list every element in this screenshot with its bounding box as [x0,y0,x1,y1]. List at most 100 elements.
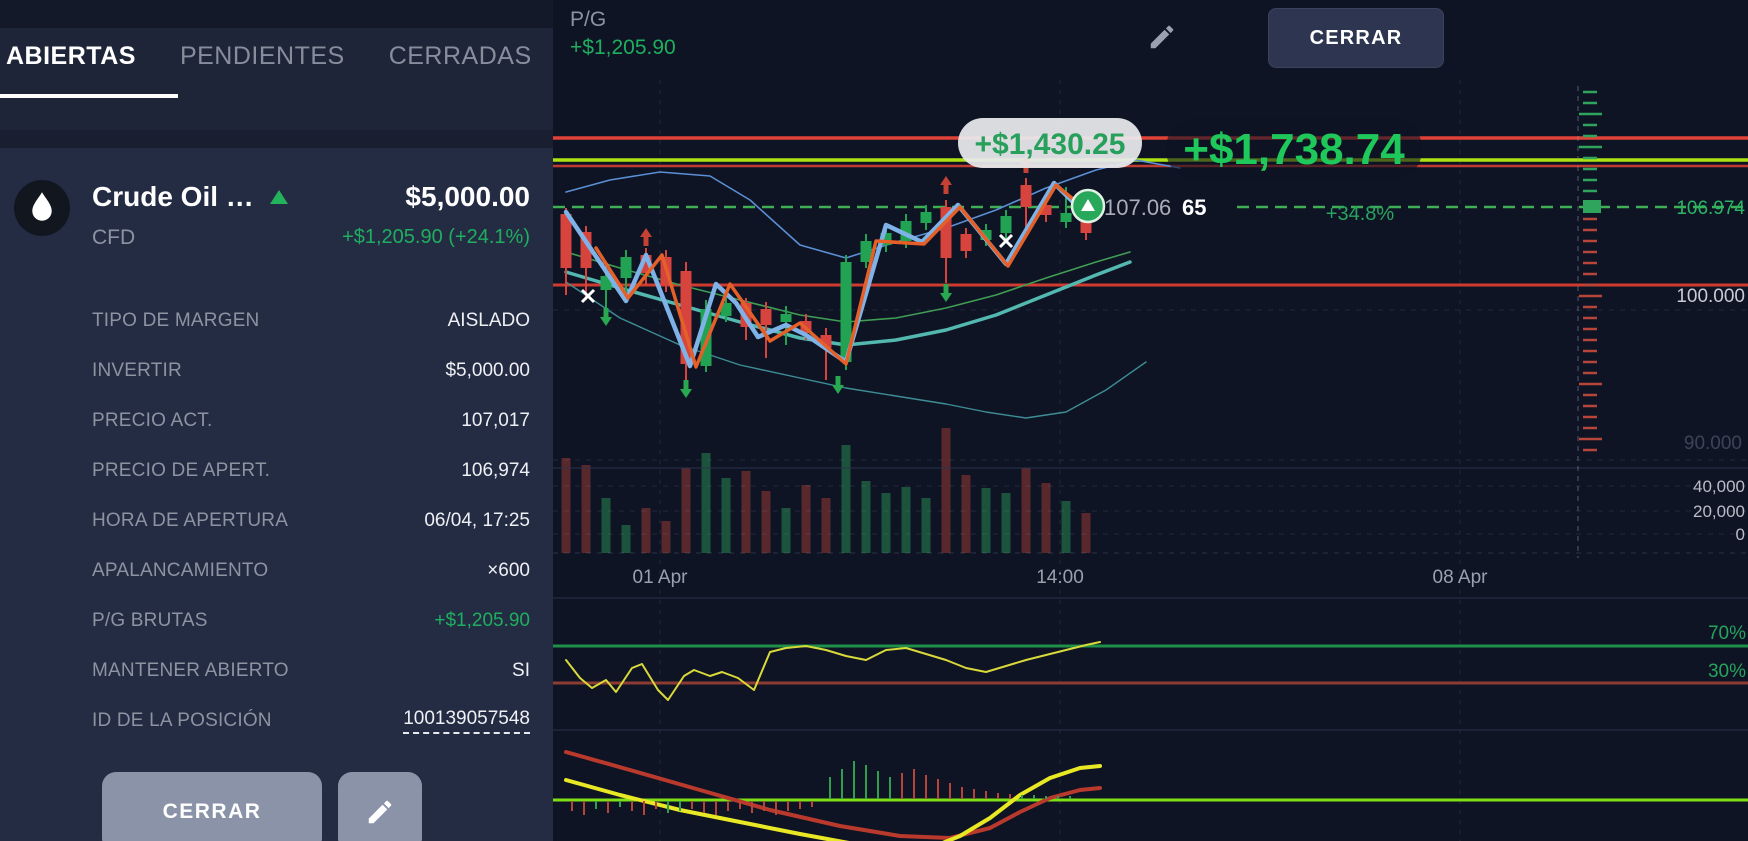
row-value[interactable]: 100139057548 [403,708,530,734]
volume-label-20000: 20,000 [1693,502,1745,521]
arrow-down-marker [680,380,692,398]
position-detail-row: APALANCAMIENTO ×600 [92,546,530,596]
row-label: INVERTIR [92,360,182,381]
row-value: 06/04, 17:25 [424,510,530,531]
axis-date-1: 01 Apr [633,567,689,588]
positions-panel: ABIERTAS PENDIENTES CERRADAS Crude Oil …… [0,0,553,841]
row-label: PRECIO DE APERT. [92,460,271,481]
volume-bar [761,491,771,553]
position-pl: +$1,205.90 (+24.1%) [342,226,530,248]
arrow-down-marker [600,308,612,326]
stochastic [565,641,1101,701]
chart-panel: P/G +$1,205.90 CERRAR [553,0,1748,841]
volume-bar [641,508,651,553]
crude-oil-icon [14,180,70,236]
tab-pendientes[interactable]: PENDIENTES [179,42,345,70]
price-label-backdrop [1098,193,1230,221]
cross-marker [998,233,1014,249]
row-value: 106,974 [461,460,530,481]
row-value: 107,017 [461,410,530,431]
up-triangle-icon [1081,199,1095,211]
candle-body [820,335,832,348]
row-label: P/G BRUTAS [92,610,208,631]
axis-date-3: 08 Apr [1433,567,1489,588]
oscillator-30: 30% [1708,661,1746,682]
candle-body [980,230,992,240]
pencil-icon [368,800,392,824]
take-profit-pill [958,118,1142,168]
candle-body [1060,213,1072,222]
candle-body [860,241,872,262]
active-tab-underline [0,94,178,98]
volume-bar [961,475,971,553]
position-detail-row: INVERTIR $5,000.00 [92,346,530,396]
volume-bar [821,498,831,553]
arrow-up-marker [640,228,652,246]
candle-body [1020,185,1032,207]
volume-bar [941,428,951,553]
asset-name: Crude Oil … [92,181,254,212]
edit-position-icon-button[interactable] [1143,18,1181,56]
volume-bar [1041,483,1051,553]
price-label-90000: 90.000 [1684,433,1742,454]
candle-body [700,309,712,366]
oscillator-70: 70% [1708,623,1746,644]
candle-body [880,233,892,245]
position-detail-row: P/G BRUTAS +$1,205.90 [92,596,530,646]
candle-body [840,262,852,362]
candle-body [920,212,932,223]
arrow-up-marker [940,176,952,194]
row-value: ×600 [487,560,530,581]
tab-cerradas[interactable]: CERRADAS [388,42,532,70]
volume-bar [701,453,711,553]
pl-value: +$1,205.90 [570,36,676,59]
candle-body [620,257,632,278]
position-detail-row: PRECIO DE APERT. 106,974 [92,446,530,496]
position-detail-row: MANTENER ABIERTO SI [92,646,530,696]
candle-body [1040,205,1052,215]
volume-label-40000: 40,000 [1693,477,1745,496]
row-label: MANTENER ABIERTO [92,660,289,681]
candle-body [760,309,772,325]
volume-bar [681,468,691,553]
row-label: PRECIO ACT. [92,410,213,431]
row-value: +$1,205.90 [434,610,530,631]
row-value: $5,000.00 [445,360,530,381]
candle-body [580,232,592,268]
close-position-button-top[interactable]: CERRAR [1268,8,1444,68]
cross-marker [580,288,596,304]
total-pl-label: +$1,738.74 [1183,125,1405,174]
volume-label-0: 0 [1736,525,1745,544]
pl-percent-label: +34.8% [1326,203,1395,225]
position-detail-row: PRECIO ACT. 107,017 [92,396,530,446]
volume-bar [1061,501,1071,553]
top-strip [0,0,553,28]
close-position-button[interactable]: CERRAR [102,772,322,841]
direction-up-icon [269,190,288,204]
candle-body [640,255,652,273]
volume-bar [721,478,731,553]
volume-bar [1021,468,1031,553]
pencil-icon [1150,25,1174,49]
edit-position-button[interactable] [338,772,422,841]
position-detail-row: ID DE LA POSICIÓN 100139057548 [92,696,530,746]
candle-body [600,276,612,290]
price-label-100000: 100.000 [1676,286,1745,307]
current-price-int: 107.06 [1104,195,1171,220]
tab-abiertas[interactable]: ABIERTAS [6,42,136,70]
ma-teal [564,260,1132,347]
row-label: TIPO DE MARGEN [92,310,260,331]
chart-pl-block: P/G +$1,205.90 [570,8,676,60]
arrow-down-marker [940,284,952,302]
candle-body [780,314,792,322]
position-subheader: CFD +$1,205.90 (+24.1%) [92,226,530,250]
total-pl-backdrop [1166,118,1422,180]
arrow-down-marker [832,376,844,394]
position-card[interactable]: Crude Oil … $5,000.00 CFD +$1,205.90 (+2… [0,148,553,841]
position-header: Crude Oil … $5,000.00 [92,181,530,213]
instrument-type: CFD [92,226,136,249]
position-detail-row: HORA DE APERTURA 06/04, 17:25 [92,496,530,546]
volume-bar [981,488,991,553]
